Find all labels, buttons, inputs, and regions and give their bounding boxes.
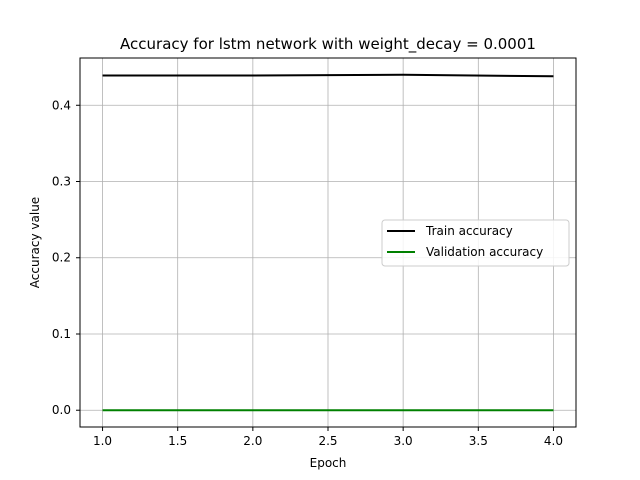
series-line-train [102, 73, 554, 78]
legend-label-train: Train accuracy [425, 224, 513, 238]
x-axis-label: Epoch [310, 456, 347, 470]
x-tick-label: 3.5 [469, 434, 488, 448]
y-tick-label: 0.3 [52, 175, 71, 189]
x-tick-label: 3.0 [394, 434, 413, 448]
chart-title: Accuracy for lstm network with weight_de… [120, 35, 536, 54]
x-tick-label: 2.0 [243, 434, 262, 448]
y-tick-label: 0.4 [52, 98, 71, 112]
x-tick-label: 1.0 [93, 434, 112, 448]
y-tick-label: 0.2 [52, 251, 71, 265]
x-tick-label: 4.0 [544, 434, 563, 448]
legend: Train accuracy Validation accuracy [381, 219, 570, 267]
legend-label-validation: Validation accuracy [426, 245, 543, 259]
x-tick-label: 2.5 [318, 434, 337, 448]
legend-box [381, 219, 570, 267]
y-axis-label: Accuracy value [28, 197, 42, 288]
x-tick-label: 1.5 [168, 434, 187, 448]
series-lines [102, 73, 554, 412]
y-tick-label: 0.1 [52, 327, 71, 341]
y-tick-label: 0.0 [52, 403, 71, 417]
axis-ticks: 1.0 1.5 2.0 2.5 3.0 3.5 4.0 0.0 0.1 0.2 0.3 0.4 [52, 98, 563, 448]
